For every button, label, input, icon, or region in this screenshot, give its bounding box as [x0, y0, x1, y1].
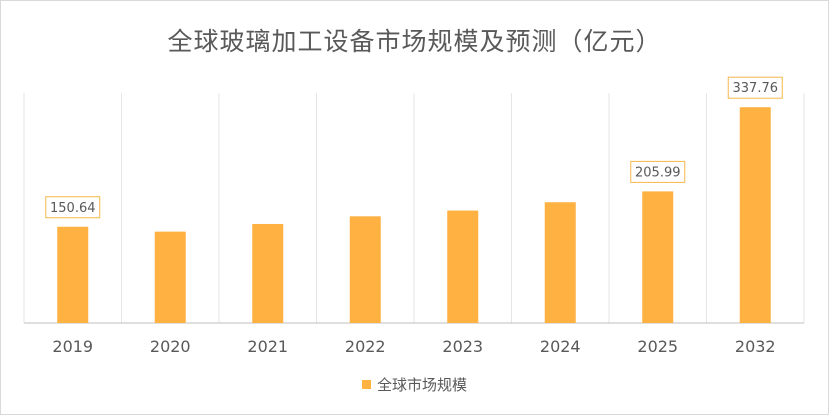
bar-2021	[252, 223, 284, 323]
x-tick-label: 2032	[735, 337, 776, 356]
chart-title: 全球玻璃加工设备市场规模及预测（亿元）	[167, 27, 662, 56]
bar-2022	[349, 216, 381, 323]
x-tick-label: 2024	[540, 337, 581, 356]
legend-swatch	[361, 380, 371, 389]
x-tick-label: 2025	[637, 337, 678, 356]
data-label-box	[727, 76, 783, 99]
data-label: 205.99	[635, 165, 681, 180]
x-tick-label: 2020	[150, 337, 191, 356]
x-tick-label: 2023	[442, 337, 483, 356]
legend: 全球市场规模	[0, 374, 829, 395]
bar-2025	[642, 191, 674, 323]
bar-2032	[739, 107, 771, 323]
bar-2023	[447, 210, 479, 323]
data-label: 337.76	[733, 81, 779, 96]
bar-2020	[154, 231, 186, 323]
bar-2024	[544, 202, 576, 323]
data-label-box	[45, 196, 101, 219]
x-tick-label: 2019	[52, 337, 93, 356]
data-label: 150.64	[50, 201, 96, 216]
bar-2019	[57, 226, 89, 323]
x-tick-label: 2022	[345, 337, 386, 356]
x-tick-label: 2021	[247, 337, 288, 356]
data-label-box	[630, 160, 686, 183]
legend-label: 全球市场规模	[376, 376, 467, 394]
